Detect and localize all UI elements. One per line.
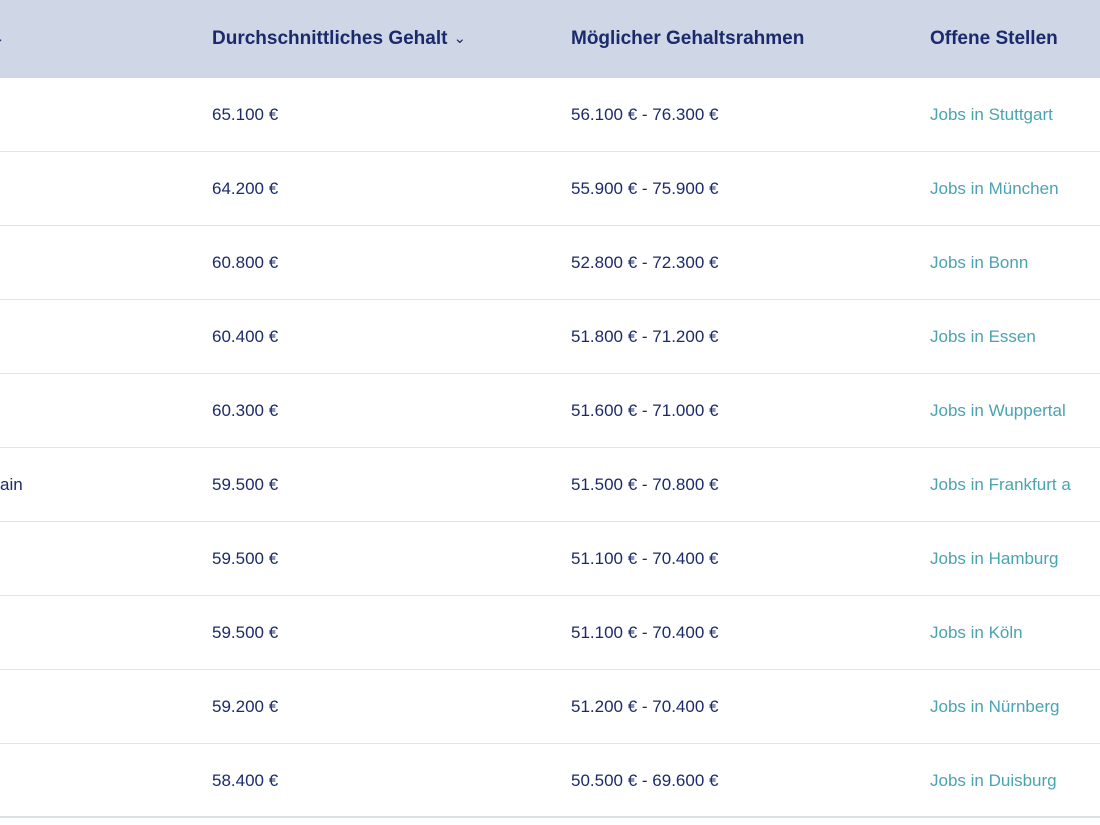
salary-range: 51.500 € - 70.800 € (571, 475, 719, 494)
jobs-link[interactable]: Jobs in Köln (930, 623, 1023, 642)
table-row: 65.100 € 56.100 € - 76.300 € Jobs in Stutt… (0, 78, 1100, 152)
city-cell: ain (0, 448, 190, 521)
average-salary: 59.500 € (212, 549, 279, 568)
table-row: 59.200 € 51.200 € - 70.400 € Jobs in Nürnb… (0, 670, 1100, 744)
average-salary: 60.800 € (212, 253, 279, 272)
jobs-link[interactable]: Jobs in München (930, 179, 1059, 198)
salary-range: 51.600 € - 71.000 € (571, 401, 719, 420)
average-salary: 60.300 € (212, 401, 279, 420)
jobs-link[interactable]: Jobs in Frankfurt a (930, 475, 1071, 494)
table-row: 59.500 € 51.100 € - 70.400 € Jobs in Köln (0, 596, 1100, 670)
city-cell (0, 226, 190, 299)
average-salary: 65.100 € (212, 105, 279, 124)
city-cell (0, 670, 190, 743)
city-cell (0, 300, 190, 373)
chevron-down-icon: ⌄ (453, 30, 467, 47)
salary-range: 56.100 € - 76.300 € (571, 105, 719, 124)
salary-range: 51.100 € - 70.400 € (571, 549, 719, 568)
table-header: ⌄ Durchschnittliches Gehalt ⌄ Möglicher G… (0, 0, 1100, 78)
average-salary: 59.200 € (212, 697, 279, 716)
salary-range: 51.200 € - 70.400 € (571, 697, 719, 716)
salary-range: 51.800 € - 71.200 € (571, 327, 719, 346)
city-cell (0, 152, 190, 225)
jobs-link[interactable]: Jobs in Wuppertal (930, 401, 1066, 420)
city-name: ain (0, 475, 23, 494)
table-row: 60.400 € 51.800 € - 71.200 € Jobs in Essen (0, 300, 1100, 374)
sort-chevron-icon[interactable]: ⌄ (0, 0, 5, 78)
average-salary: 59.500 € (212, 475, 279, 494)
table-row: 60.300 € 51.600 € - 71.000 € Jobs in Wuppe… (0, 374, 1100, 448)
city-cell (0, 596, 190, 669)
city-cell (0, 78, 190, 151)
table-row: 58.400 € 50.500 € - 69.600 € Jobs in Duisb… (0, 744, 1100, 818)
city-cell (0, 522, 190, 595)
column-header-salary-range: Möglicher Gehaltsrahmen (571, 28, 805, 49)
salary-range: 51.100 € - 70.400 € (571, 623, 719, 642)
table-row: 59.500 € 51.100 € - 70.400 € Jobs in Hambu… (0, 522, 1100, 596)
salary-range: 50.500 € - 69.600 € (571, 771, 719, 790)
average-salary: 60.400 € (212, 327, 279, 346)
jobs-link[interactable]: Jobs in Duisburg (930, 771, 1057, 790)
jobs-link[interactable]: Jobs in Nürnberg (930, 697, 1060, 716)
table-row: 60.800 € 52.800 € - 72.300 € Jobs in Bonn (0, 226, 1100, 300)
jobs-link[interactable]: Jobs in Hamburg (930, 549, 1059, 568)
city-cell (0, 744, 190, 817)
table-row: 64.200 € 55.900 € - 75.900 € Jobs in Münch… (0, 152, 1100, 226)
table-row: ain 59.500 € 51.500 € - 70.800 € Jobs in Fr… (0, 448, 1100, 522)
column-header-open-jobs: Offene Stellen (930, 28, 1058, 49)
salary-range: 55.900 € - 75.900 € (571, 179, 719, 198)
average-salary: 58.400 € (212, 771, 279, 790)
jobs-link[interactable]: Jobs in Essen (930, 327, 1036, 346)
jobs-link[interactable]: Jobs in Bonn (930, 253, 1029, 272)
city-cell (0, 374, 190, 447)
column-header-average-salary-label: Durchschnittliches Gehalt (212, 28, 448, 49)
jobs-link[interactable]: Jobs in Stuttgart (930, 105, 1053, 124)
average-salary: 59.500 € (212, 623, 279, 642)
average-salary: 64.200 € (212, 179, 279, 198)
column-header-average-salary[interactable]: Durchschnittliches Gehalt ⌄ (212, 0, 466, 78)
table-body: 65.100 € 56.100 € - 76.300 € Jobs in Stutt… (0, 78, 1100, 818)
salary-range: 52.800 € - 72.300 € (571, 253, 719, 272)
